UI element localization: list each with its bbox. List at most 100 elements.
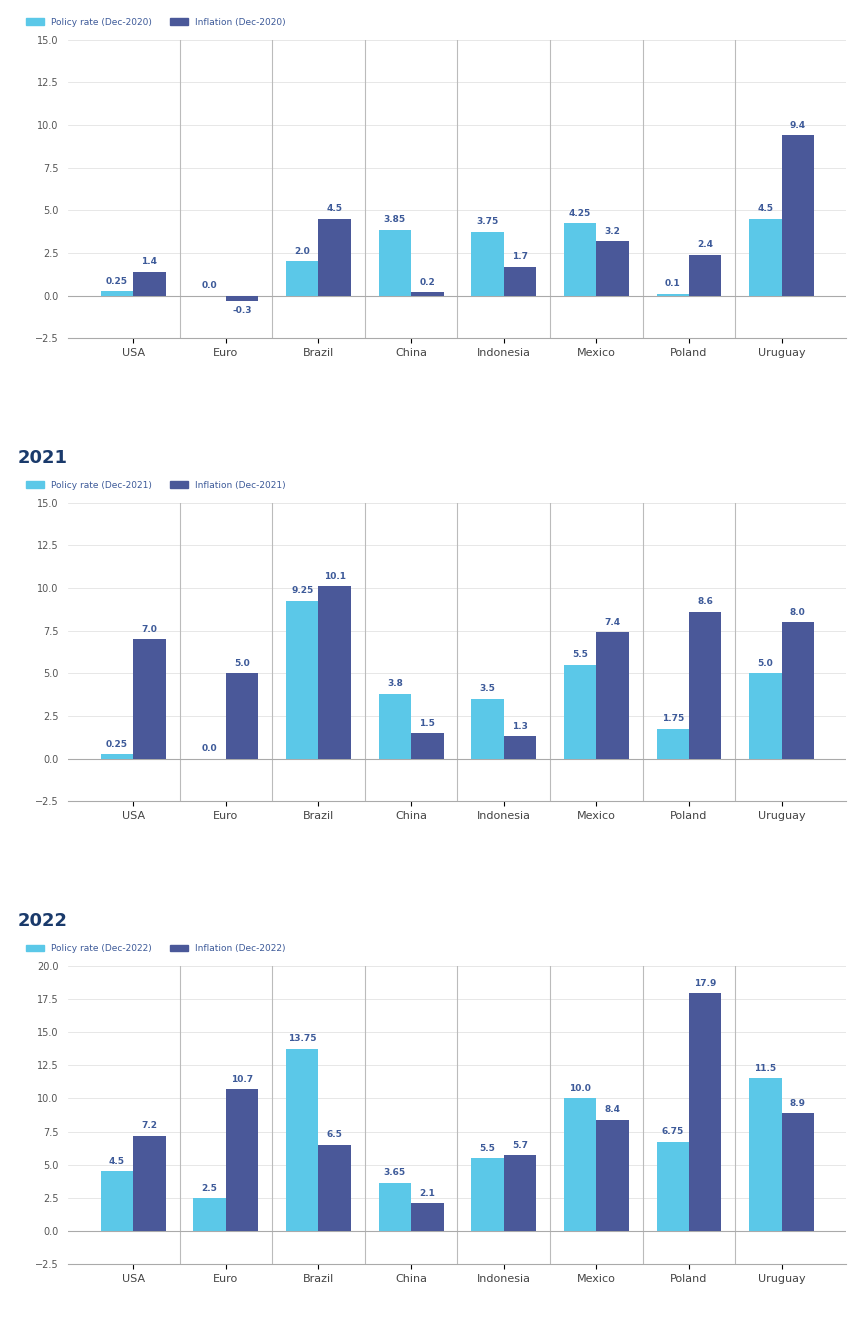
Bar [318,219,351,295]
Bar [379,230,411,295]
Text: 5.5: 5.5 [480,1143,495,1152]
Text: 13.75: 13.75 [288,1034,316,1043]
Bar [226,1089,258,1231]
Bar [749,219,781,295]
Text: 11.5: 11.5 [754,1064,776,1073]
Legend: Policy rate (Dec-2020), Inflation (Dec-2020): Policy rate (Dec-2020), Inflation (Dec-2… [22,14,290,30]
Bar [318,1144,351,1231]
Text: 8.0: 8.0 [790,607,805,616]
Text: 2.1: 2.1 [420,1189,435,1198]
Text: -0.3: -0.3 [233,306,252,315]
Bar [657,728,689,759]
Text: 2022: 2022 [18,911,68,930]
Text: 3.75: 3.75 [476,217,498,227]
Bar [286,262,318,295]
Text: 5.5: 5.5 [572,651,588,660]
Bar [749,673,781,759]
Bar [133,1135,166,1231]
Legend: Policy rate (Dec-2022), Inflation (Dec-2022): Policy rate (Dec-2022), Inflation (Dec-2… [22,940,290,956]
Bar [597,632,628,759]
Bar [597,1119,628,1231]
Text: 4.25: 4.25 [569,208,592,217]
Text: 9.4: 9.4 [790,121,806,130]
Bar [101,291,133,295]
Text: 1.75: 1.75 [662,714,684,723]
Bar [471,699,504,759]
Text: 3.8: 3.8 [387,680,403,689]
Bar [286,601,318,759]
Bar [781,622,814,759]
Text: 6.75: 6.75 [662,1127,684,1137]
Bar [749,1079,781,1231]
Bar [411,1204,444,1231]
Bar [597,241,628,295]
Text: 6.5: 6.5 [327,1130,343,1139]
Text: 0.1: 0.1 [665,279,681,288]
Bar [504,736,536,759]
Bar [564,665,597,759]
Text: 7.2: 7.2 [141,1121,157,1130]
Bar [193,1198,226,1231]
Bar [471,232,504,295]
Text: 0.2: 0.2 [420,278,435,287]
Bar [318,586,351,759]
Bar [781,1113,814,1231]
Text: 17.9: 17.9 [694,979,716,988]
Bar [657,294,689,295]
Bar [226,673,258,759]
Bar [379,1183,411,1231]
Text: 1.5: 1.5 [420,719,435,727]
Bar [133,639,166,759]
Text: 8.9: 8.9 [790,1098,805,1108]
Bar [689,993,722,1231]
Bar [781,136,814,295]
Text: 0.0: 0.0 [202,282,217,290]
Bar [133,271,166,295]
Bar [471,1158,504,1231]
Text: 5.0: 5.0 [758,658,773,668]
Text: 10.7: 10.7 [231,1075,253,1084]
Text: 4.5: 4.5 [327,204,343,213]
Text: 2020: 2020 [18,0,68,4]
Text: 1.4: 1.4 [141,257,157,266]
Bar [379,694,411,759]
Bar [504,1155,536,1231]
Text: 4.5: 4.5 [109,1158,125,1166]
Text: 5.7: 5.7 [512,1141,528,1150]
Bar [504,266,536,295]
Bar [657,1142,689,1231]
Text: 0.0: 0.0 [202,744,217,753]
Bar [226,295,258,300]
Bar [564,1098,597,1231]
Text: 10.1: 10.1 [324,572,345,581]
Bar [101,755,133,759]
Bar [411,292,444,295]
Text: 3.85: 3.85 [384,216,406,224]
Bar [286,1048,318,1231]
Text: 2.0: 2.0 [294,248,310,255]
Bar [564,223,597,295]
Text: 0.25: 0.25 [106,740,128,749]
Text: 3.65: 3.65 [384,1168,406,1177]
Bar [101,1171,133,1231]
Bar [689,254,722,295]
Text: 1.3: 1.3 [512,722,528,731]
Text: 3.2: 3.2 [604,227,621,236]
Text: 2.5: 2.5 [202,1184,217,1193]
Text: 7.0: 7.0 [142,624,157,633]
Text: 7.4: 7.4 [604,618,621,627]
Text: 10.0: 10.0 [569,1084,591,1093]
Text: 9.25: 9.25 [292,586,314,595]
Text: 5.0: 5.0 [234,658,250,668]
Text: 2.4: 2.4 [697,240,713,249]
Legend: Policy rate (Dec-2021), Inflation (Dec-2021): Policy rate (Dec-2021), Inflation (Dec-2… [22,477,290,494]
Text: 8.6: 8.6 [698,598,713,606]
Text: 4.5: 4.5 [758,204,774,213]
Text: 8.4: 8.4 [604,1105,621,1114]
Text: 2021: 2021 [18,449,68,466]
Bar [689,612,722,759]
Bar [411,734,444,759]
Text: 0.25: 0.25 [106,277,128,286]
Text: 3.5: 3.5 [480,685,495,694]
Text: 1.7: 1.7 [512,252,528,261]
